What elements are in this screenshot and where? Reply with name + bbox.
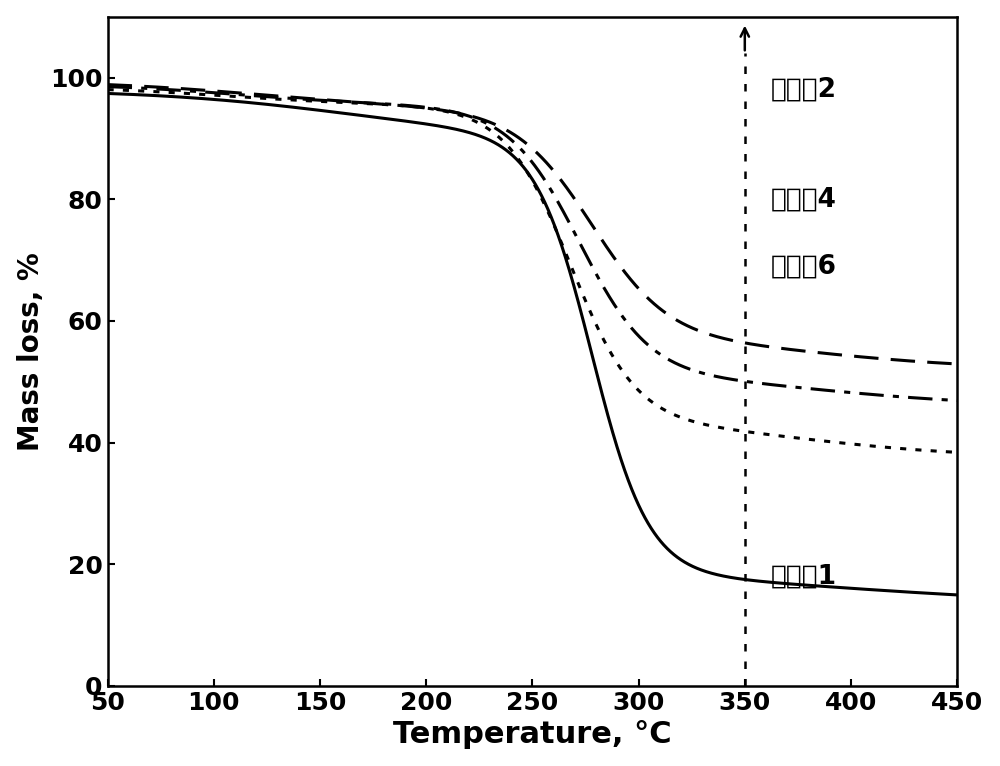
- Text: 实施例2: 实施例2: [770, 77, 836, 103]
- X-axis label: Temperature, °C: Temperature, °C: [393, 720, 672, 749]
- Text: 实施例1: 实施例1: [770, 564, 836, 589]
- Y-axis label: Mass loss, %: Mass loss, %: [17, 252, 45, 450]
- Text: 实施例4: 实施例4: [770, 186, 836, 212]
- Text: 实施例6: 实施例6: [770, 253, 836, 279]
